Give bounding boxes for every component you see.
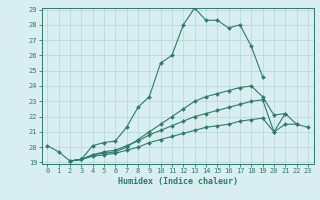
X-axis label: Humidex (Indice chaleur): Humidex (Indice chaleur)	[118, 177, 237, 186]
